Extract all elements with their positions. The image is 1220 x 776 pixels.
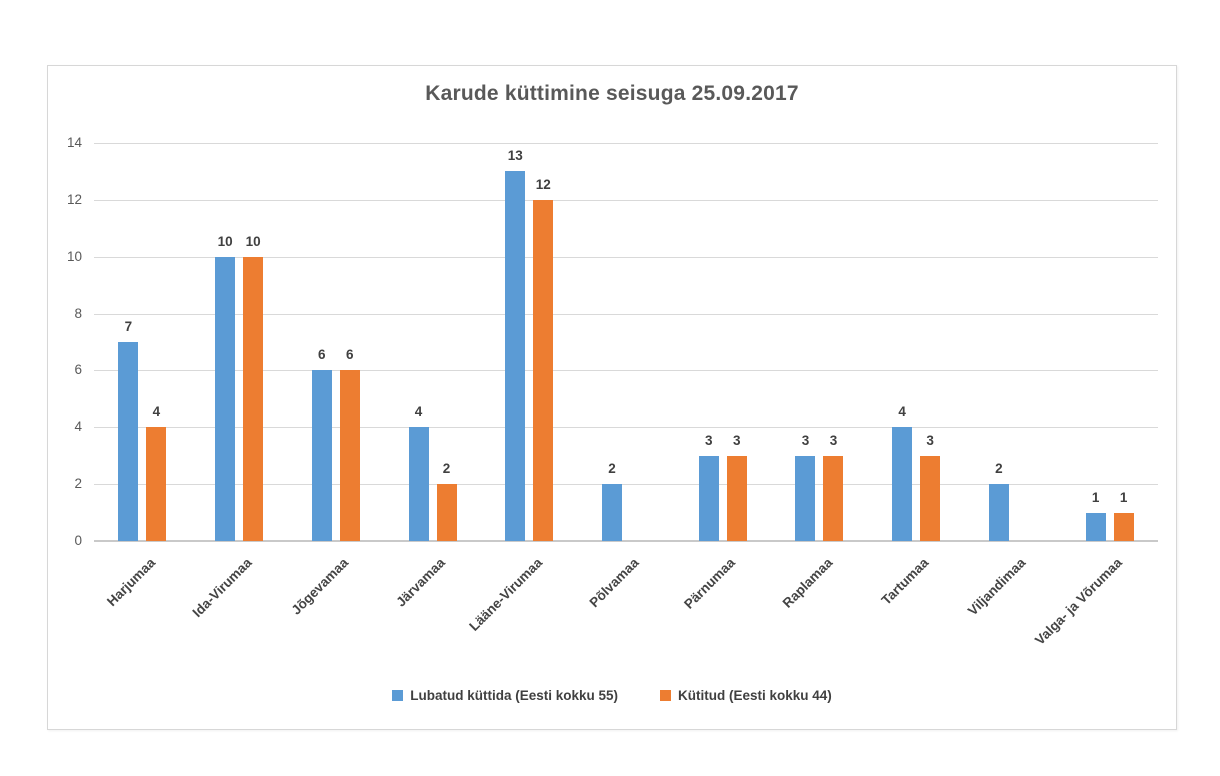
bar-series-1 bbox=[920, 455, 941, 541]
y-axis-label: 2 bbox=[74, 476, 82, 492]
legend-item-lubatud: Lubatud küttida (Eesti kokku 55) bbox=[392, 688, 618, 703]
bar-series-0 bbox=[408, 427, 429, 541]
y-axis-label: 6 bbox=[74, 362, 82, 378]
gridline bbox=[94, 427, 1158, 429]
gridline bbox=[94, 143, 1158, 144]
bar-series-0 bbox=[795, 455, 816, 541]
bar-series-1 bbox=[823, 455, 844, 541]
bar-series-0 bbox=[988, 484, 1009, 541]
bar-value-label: 12 bbox=[535, 176, 551, 192]
x-axis-label-text: Raplamaa bbox=[779, 555, 836, 611]
bar-value-label: 3 bbox=[801, 432, 810, 448]
x-axis-label-text: Lääne-Virumaa bbox=[465, 555, 545, 634]
x-axis-label-text: Viljandimaa bbox=[965, 555, 1029, 619]
bar-value-label: 4 bbox=[898, 404, 906, 420]
y-axis-label: 4 bbox=[74, 419, 82, 435]
bar-series-0 bbox=[1085, 512, 1106, 541]
bar-value-label: 3 bbox=[829, 432, 838, 448]
chart-container: Karude küttimine seisuga 25.09.2017 0 2 4 6… bbox=[47, 65, 1177, 730]
bar-value-label: 3 bbox=[926, 432, 934, 448]
bar-series-1 bbox=[339, 370, 360, 541]
gridline bbox=[94, 199, 1158, 201]
x-axis-line bbox=[94, 540, 1158, 542]
legend-label-kutitud: Kütitud (Eesti kokku 44) bbox=[678, 688, 832, 703]
bar-value-label: 1 bbox=[1119, 489, 1128, 505]
chart-title: Karude küttimine seisuga 25.09.2017 bbox=[425, 82, 799, 105]
bar-value-label: 7 bbox=[124, 319, 133, 334]
bar-series-1 bbox=[1113, 512, 1134, 541]
bar-value-label: 10 bbox=[245, 233, 261, 249]
x-axis-label-text: Harjumaa bbox=[103, 555, 158, 610]
gridline bbox=[94, 313, 1158, 315]
bar-series-0 bbox=[118, 342, 139, 541]
bar-value-label: 1 bbox=[1091, 489, 1100, 505]
bar-value-label: 2 bbox=[995, 461, 1003, 477]
x-axis-label-text: Ida-Virumaa bbox=[189, 555, 255, 621]
bar-value-label: 10 bbox=[217, 233, 233, 249]
bar-series-1 bbox=[146, 427, 167, 541]
bar-value-label: 6 bbox=[318, 347, 326, 363]
x-axis-label-text: Jõgevamaa bbox=[288, 555, 352, 618]
bar-series-0 bbox=[602, 484, 622, 541]
y-axis-label: 0 bbox=[74, 533, 82, 548]
bar-series-0 bbox=[892, 427, 913, 541]
bar-value-label: 6 bbox=[346, 347, 354, 363]
bar-series-0 bbox=[505, 171, 526, 541]
bar-series-1 bbox=[243, 256, 264, 541]
x-axis-label-text: Järvamaa bbox=[393, 555, 449, 610]
x-axis-label-text: Tartumaa bbox=[878, 555, 932, 608]
gridline bbox=[94, 256, 1158, 258]
legend: Lubatud küttida (Eesti kokku 55) Kütitud… bbox=[48, 688, 1176, 703]
y-axis-label: 14 bbox=[66, 135, 82, 150]
bar-value-label: 2 bbox=[442, 461, 451, 477]
bar-series-0 bbox=[698, 455, 719, 541]
legend-label-lubatud: Lubatud küttida (Eesti kokku 55) bbox=[410, 688, 618, 703]
bar-value-label: 4 bbox=[152, 404, 161, 420]
x-axis-label-text: Pärnumaa bbox=[681, 555, 739, 612]
bar-series-0 bbox=[311, 370, 332, 541]
bar-series-1 bbox=[726, 455, 747, 541]
bar-value-label: 3 bbox=[704, 432, 713, 448]
gridline bbox=[94, 370, 1158, 372]
y-axis-label: 10 bbox=[66, 248, 82, 264]
y-axis-label: 12 bbox=[66, 191, 82, 207]
legend-swatch-lubatud-icon bbox=[392, 690, 404, 701]
bar-series-0 bbox=[215, 256, 236, 541]
bar-series-1 bbox=[533, 199, 554, 541]
bar-value-label: 3 bbox=[732, 432, 741, 448]
gridline bbox=[94, 484, 1158, 486]
bar-value-label: 2 bbox=[608, 461, 616, 477]
legend-item-kutitud: Kütitud (Eesti kokku 44) bbox=[660, 688, 832, 703]
x-axis-label-text: Põlvamaa bbox=[586, 555, 642, 611]
bar-value-label: 13 bbox=[507, 148, 523, 164]
bar-value-label: 4 bbox=[414, 404, 423, 420]
bar-series-1 bbox=[436, 484, 457, 541]
y-axis-label: 8 bbox=[74, 305, 82, 321]
legend-swatch-kutitud-icon bbox=[660, 690, 671, 701]
x-axis-label-text: Valga- ja Võrumaa bbox=[1032, 555, 1126, 648]
